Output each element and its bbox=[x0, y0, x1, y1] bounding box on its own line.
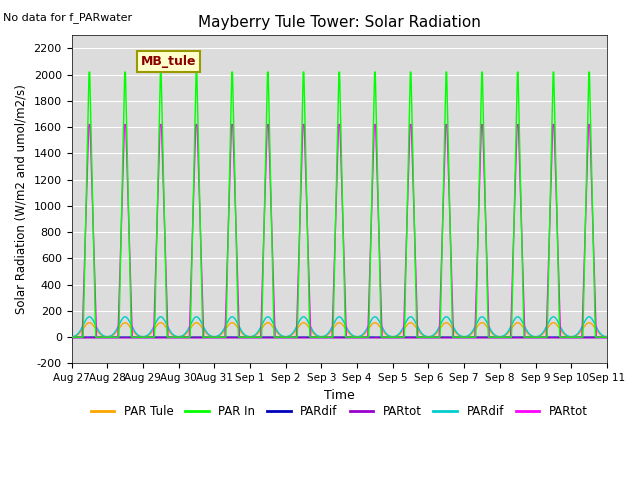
Legend: PAR Tule, PAR In, PARdif, PARtot, PARdif, PARtot: PAR Tule, PAR In, PARdif, PARtot, PARdif… bbox=[86, 401, 593, 423]
Y-axis label: Solar Radiation (W/m2 and umol/m2/s): Solar Radiation (W/m2 and umol/m2/s) bbox=[15, 84, 28, 314]
Text: MB_tule: MB_tule bbox=[141, 55, 196, 68]
Title: Mayberry Tule Tower: Solar Radiation: Mayberry Tule Tower: Solar Radiation bbox=[198, 15, 481, 30]
Text: No data for f_PARwater: No data for f_PARwater bbox=[3, 12, 132, 23]
X-axis label: Time: Time bbox=[324, 389, 355, 402]
